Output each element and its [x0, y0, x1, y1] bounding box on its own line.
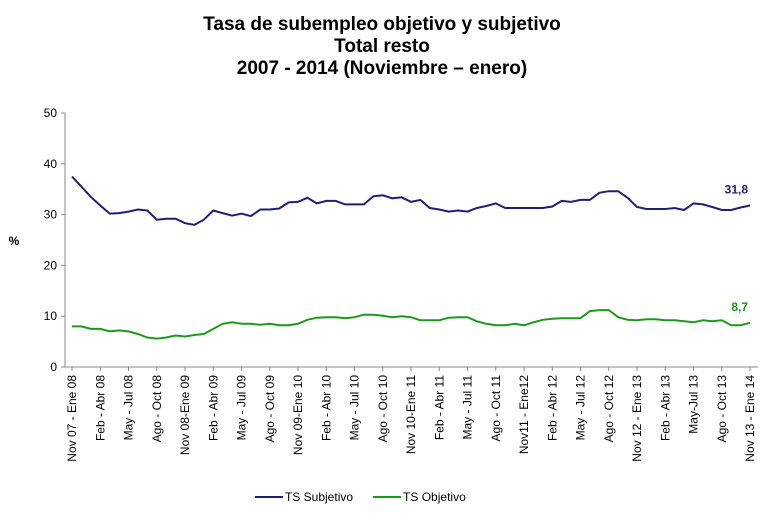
x-tick-label: Feb - Abr 11	[432, 375, 446, 440]
x-tick-label: Ago - Oct 09	[263, 375, 277, 443]
x-tick-label: Feb - Abr 08	[93, 375, 107, 441]
x-tick-label: Feb - Abr 09	[206, 375, 220, 441]
x-tick-label: Nov 08-Ene 09	[178, 375, 192, 455]
x-tick-label: Nov 09-Ene 10	[291, 375, 305, 455]
legend-label: TS Objetivo	[403, 490, 466, 504]
series-line	[72, 309, 751, 340]
x-tick-label: Ago - Oct 10	[376, 375, 390, 443]
x-tick-label: May - Jul 09	[235, 375, 249, 441]
x-tick-label: Nov 07 - Ene 08	[65, 375, 79, 462]
series-line	[71, 175, 751, 226]
x-tick-label: Ago - Oct 12	[602, 375, 616, 443]
data-label: 31,8	[725, 182, 749, 196]
x-tick-label: Nov11 - Ene12	[517, 375, 531, 454]
x-tick-label: May-Jul 13	[687, 375, 701, 434]
x-tick-label: Nov 13 - Ene 14	[743, 375, 757, 462]
x-tick-label: May - Jul 12	[574, 375, 588, 441]
x-tick-label: Feb - Abr 12	[545, 375, 559, 441]
x-tick-label: Nov 10-Ene 11	[404, 375, 418, 454]
y-tick-label: 0	[50, 360, 57, 374]
legend-label: TS Subjetivo	[285, 490, 353, 504]
x-tick-label: Feb - Abr 13	[658, 375, 672, 441]
chart-period: 2007 - 2014 (Noviembre – enero)	[237, 58, 527, 79]
x-tick-label: May - Jul 08	[122, 375, 136, 441]
x-tick-label: May - Jul 11	[461, 375, 475, 440]
x-tick-label: Ago - Oct 08	[150, 375, 164, 443]
y-tick-label: 20	[44, 258, 58, 272]
x-tick-label: Ago - Oct 11	[489, 375, 503, 442]
y-tick-label: 50	[44, 106, 58, 120]
chart-subtitle: Total resto	[334, 36, 430, 57]
y-axis-label: %	[9, 234, 20, 248]
x-tick-label: May - Jul 10	[348, 375, 362, 441]
y-tick-label: 30	[44, 208, 58, 222]
chart-title: Tasa de subempleo objetivo y subjetivo	[203, 14, 561, 35]
x-tick-label: Feb - Abr 10	[319, 375, 333, 441]
data-label: 8,7	[731, 300, 748, 314]
y-tick-label: 10	[44, 309, 58, 323]
x-tick-label: Ago - Oct 13	[715, 375, 729, 443]
y-tick-label: 40	[44, 157, 58, 171]
x-tick-label: Nov 12 - Ene 13	[630, 375, 644, 462]
